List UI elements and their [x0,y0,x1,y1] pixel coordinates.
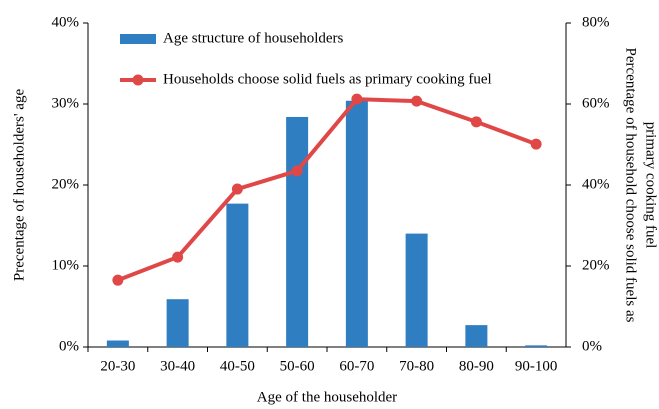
y2-tick-label: 80% [582,14,610,30]
y-tick-label: 40% [52,14,80,30]
x-tick-label: 60-70 [339,358,374,374]
line-marker [231,183,243,195]
bar [525,345,548,347]
x-tick-label: 20-30 [100,358,135,374]
x-tick-label: 70-80 [399,358,434,374]
x-tick-label: 80-90 [459,358,494,374]
bar [226,203,249,347]
bar [345,100,368,347]
legend-swatch [120,34,156,44]
line-marker [291,165,303,177]
y2-tick-label: 20% [582,257,610,273]
y-axis-label: Precentage of householders' age [11,89,27,282]
legend-label: Households choose solid fuels as primary… [163,71,492,87]
y2-axis-label: Percentage of household choose solid fue… [623,48,639,323]
legend-marker [132,74,144,86]
x-axis-label: Age of the householder [257,389,397,405]
line-marker [351,93,363,105]
y-tick-label: 30% [52,95,80,111]
line [117,97,537,283]
line-marker [530,138,542,150]
y2-tick-label: 0% [582,338,602,354]
y-tick-label: 0% [59,338,79,354]
x-tick-label: 30-40 [160,358,195,374]
line-marker [411,95,423,107]
x-tick-label: 90-100 [515,358,558,374]
line-marker [470,116,482,128]
y-tick-label: 20% [52,176,80,192]
bar [405,233,428,347]
y2-tick-label: 60% [582,95,610,111]
bar [166,299,189,347]
y-tick-label: 10% [52,257,80,273]
y2-tick-label: 40% [582,176,610,192]
line-marker [112,274,124,286]
bar [465,325,488,347]
x-tick-label: 40-50 [220,358,255,374]
y2-axis-label: primary cooking fuel [643,122,659,249]
bar [286,116,309,348]
bar [106,340,129,347]
line-marker [172,251,184,263]
legend-label: Age structure of householders [163,30,344,46]
x-tick-label: 50-60 [280,358,315,374]
